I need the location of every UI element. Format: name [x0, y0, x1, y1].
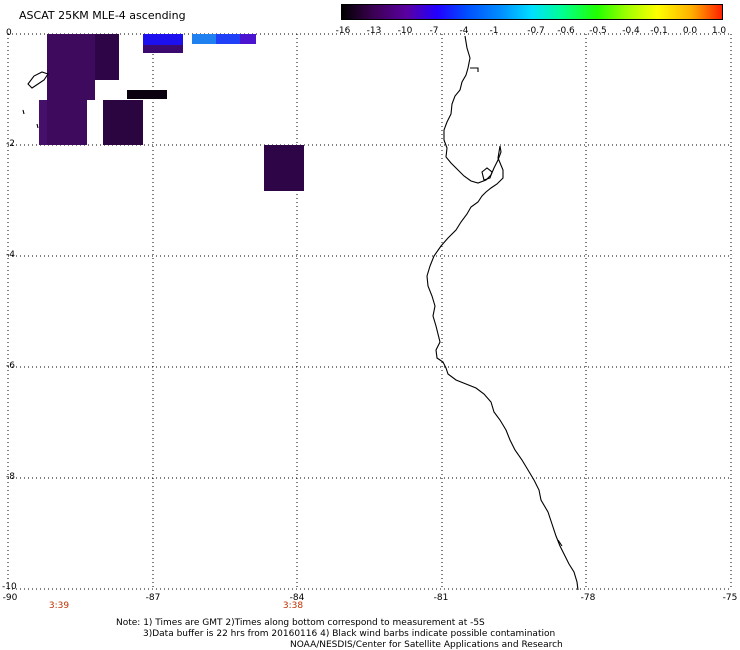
footer-note-2: 3)Data buffer is 22 hrs from 20160116 4)…	[143, 629, 556, 639]
footer-credit: NOAA/NESDIS/Center for Satellite Applica…	[290, 640, 563, 650]
colorbar-tick: -0.6	[557, 26, 575, 36]
wind-cell	[47, 34, 95, 100]
title: ASCAT 25KM MLE-4 ascending	[19, 9, 186, 22]
lat-label: -8	[6, 472, 15, 482]
wind-cell	[192, 34, 216, 44]
colorbar-tick: -4	[459, 26, 469, 36]
wind-cell	[47, 100, 87, 145]
wind-cell	[103, 100, 143, 145]
colorbar-tick: 0.0	[682, 26, 698, 36]
colorbar-tick: -0.5	[589, 26, 607, 36]
wind-data-cells	[39, 34, 304, 191]
wind-cell	[240, 34, 256, 44]
wind-cell	[95, 34, 119, 80]
colorbar-tick: -10	[397, 26, 413, 36]
colorbar-tick: -0.1	[650, 26, 668, 36]
pass-time-label: 3:38	[282, 601, 304, 611]
wind-cell	[264, 145, 304, 191]
pass-time-label: 3:39	[48, 601, 70, 611]
lon-label: -75	[722, 593, 738, 603]
colorbar-tick: -0.7	[527, 26, 545, 36]
footer-note-1: Note: 1) Times are GMT 2)Times along bot…	[116, 618, 485, 628]
lat-label: -6	[6, 361, 15, 371]
coastline	[22, 35, 579, 591]
lat-label: -10	[2, 582, 17, 592]
wind-cell	[143, 34, 183, 45]
wind-cell	[127, 90, 167, 99]
map-grid	[7, 33, 732, 590]
colorbar-tick: -0.4	[622, 26, 640, 36]
lat-label: -2	[6, 139, 15, 149]
colorbar-tick: -16	[335, 26, 351, 36]
lat-label: 0	[6, 28, 12, 38]
wind-cell	[143, 45, 183, 53]
colorbar-tick: 1.0	[711, 26, 727, 36]
lat-label: -4	[6, 250, 15, 260]
colorbar	[341, 4, 723, 20]
lon-label: -78	[580, 593, 596, 603]
colorbar-tick: -1	[489, 26, 499, 36]
lon-label: -84	[289, 593, 305, 603]
wind-cell	[216, 34, 240, 44]
lon-label: -81	[433, 593, 449, 603]
wind-cell	[39, 100, 47, 145]
colorbar-tick: -13	[366, 26, 382, 36]
colorbar-tick: -7	[429, 26, 439, 36]
lon-label: -90	[2, 593, 18, 603]
lon-label: -87	[145, 593, 161, 603]
